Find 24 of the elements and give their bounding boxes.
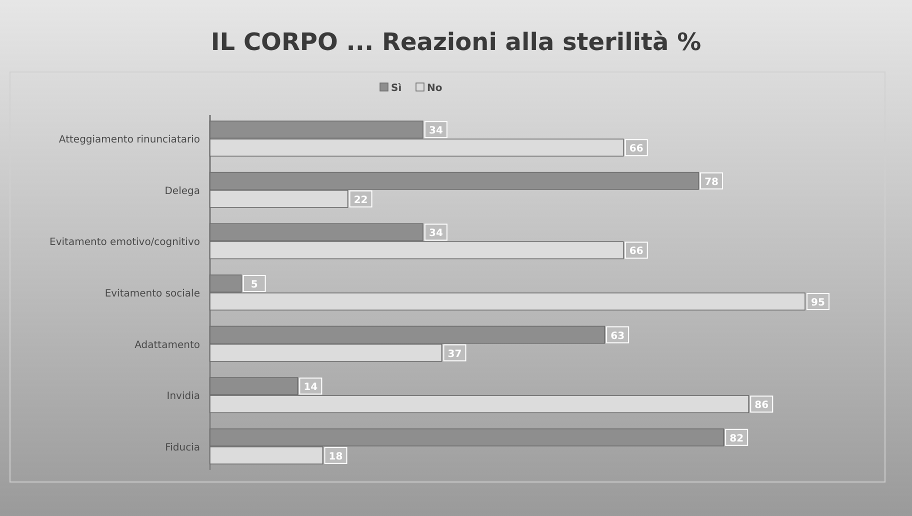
chart-title: IL CORPO ... Reazioni alla sterilità %	[210, 28, 702, 56]
y-tick-label: Atteggiamento rinunciatario	[58, 134, 200, 146]
data-label: 95	[811, 298, 825, 309]
data-label: 63	[610, 330, 625, 342]
y-tick-label: Evitamento sociale	[104, 288, 200, 300]
data-label: 66	[629, 246, 644, 258]
data-label: 37	[448, 348, 462, 360]
y-tick-label: Delega	[164, 186, 200, 197]
data-label: 14	[304, 382, 318, 394]
data-label: 78	[704, 176, 719, 188]
data-label: 86	[754, 400, 769, 412]
data-label: 5	[250, 279, 258, 290]
y-tick-label: Adattamento	[134, 340, 200, 351]
y-tick-label: Evitamento emotivo/cognitivo	[50, 237, 200, 248]
y-tick-label: Fiducia	[165, 442, 200, 454]
data-label: 18	[328, 451, 343, 462]
data-label: 34	[428, 228, 443, 240]
legend-label: Sì	[391, 83, 402, 94]
data-label: 66	[629, 144, 644, 155]
data-label: 82	[730, 433, 744, 444]
data-label: 34	[428, 126, 443, 137]
y-tick-label: Invidia	[166, 391, 200, 402]
data-label: 22	[354, 194, 368, 206]
legend-label: No	[427, 83, 442, 94]
